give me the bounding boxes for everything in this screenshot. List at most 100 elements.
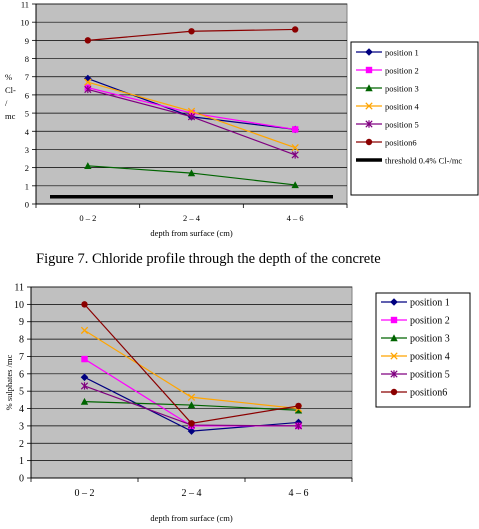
legend-marker xyxy=(365,48,373,56)
x-tick-label: 0 – 2 xyxy=(79,213,96,223)
data-point xyxy=(81,355,88,363)
data-point xyxy=(188,28,195,35)
x-axis-label: depth from surface (cm) xyxy=(150,513,233,523)
legend-label: position6 xyxy=(385,138,417,148)
legend: position 1 position 2 position 3 position 4… xyxy=(350,41,479,196)
legend-marker xyxy=(365,102,373,110)
y-tick-label: 1 xyxy=(25,181,29,191)
data-point xyxy=(84,85,92,94)
y-tick-label: 9 xyxy=(25,36,29,46)
legend-label: position 5 xyxy=(410,370,450,381)
y-tick-label: 5 xyxy=(25,109,29,119)
data-point xyxy=(187,401,196,409)
sulphate-chart: 0 1 2 3 4 5 6 7 8 9 10 11 0 – 2 2 – 4 4 – 6 depth from … xyxy=(4,283,471,523)
legend-item: position 5 xyxy=(356,120,419,130)
data-point xyxy=(187,169,196,177)
data-point xyxy=(80,382,89,390)
legend-marker xyxy=(390,370,398,378)
figure-caption: Figure 7. Chloride profile through the d… xyxy=(36,251,381,267)
legend-marker xyxy=(365,120,373,128)
y-tick-label: 8 xyxy=(19,335,24,346)
y-axis-label: Cl- xyxy=(5,85,16,95)
data-point xyxy=(80,397,89,405)
series xyxy=(84,78,299,152)
x-tick-label: 4 – 6 xyxy=(289,488,309,499)
data-point xyxy=(294,406,303,414)
data-point xyxy=(187,427,196,435)
legend-label: position 3 xyxy=(410,334,450,345)
data-point xyxy=(291,151,299,159)
legend-marker xyxy=(390,388,398,396)
y-tick-label: 10 xyxy=(21,18,30,28)
legend-item: position 4 xyxy=(356,102,420,112)
legend-marker xyxy=(390,316,398,324)
data-point xyxy=(295,402,302,410)
y-tick-label: 2 xyxy=(25,163,29,173)
legend-label: position 5 xyxy=(385,120,419,130)
y-tick-label: 11 xyxy=(21,0,29,10)
y-tick-label: 1 xyxy=(19,456,24,467)
y-tick-label: 9 xyxy=(19,317,24,328)
legend-marker xyxy=(365,138,373,146)
x-tick-label: 0 – 2 xyxy=(75,488,95,499)
series xyxy=(81,301,302,427)
y-tick-label: 6 xyxy=(19,369,24,380)
y-tick-label: 6 xyxy=(25,90,29,100)
data-point xyxy=(80,326,89,335)
data-point xyxy=(187,393,196,401)
data-point xyxy=(294,422,303,430)
chloride-chart: 0 1 2 3 4 5 6 7 8 9 10 11 0 – 2 2 – 4 4 – 6 depth from … xyxy=(5,0,479,238)
legend-label: threshold 0.4% Cl-/mc xyxy=(385,156,462,166)
x-tick-label: 4 – 6 xyxy=(287,213,304,223)
y-tick-label: 3 xyxy=(25,145,29,155)
legend-item: position 1 xyxy=(381,298,450,309)
y-tick-label: 3 xyxy=(19,421,24,432)
legend-item: position 3 xyxy=(356,84,419,94)
y-tick-label: 4 xyxy=(19,404,24,415)
y-tick-label: 10 xyxy=(14,300,24,311)
legend-label: position 2 xyxy=(385,66,419,76)
y-tick-label: 4 xyxy=(25,127,30,137)
data-point xyxy=(187,113,196,121)
y-tick-label: 5 xyxy=(19,387,24,398)
data-point xyxy=(84,162,92,170)
legend-label: position 4 xyxy=(385,102,420,112)
series xyxy=(84,85,299,159)
legend-marker xyxy=(390,334,398,342)
legend-item: position6 xyxy=(381,388,447,399)
y-tick-label: 2 xyxy=(19,439,24,450)
data-point xyxy=(291,126,299,133)
data-point xyxy=(188,420,195,427)
legend-item: position 2 xyxy=(356,66,419,76)
legend-marker xyxy=(365,84,373,92)
plot-area xyxy=(30,286,353,479)
legend-item: position6 xyxy=(356,138,417,148)
legend-label: position 1 xyxy=(385,48,419,58)
series xyxy=(80,397,303,414)
y-tick-label: 0 xyxy=(19,474,24,485)
legend-label: position 1 xyxy=(410,298,450,309)
x-tick-label: 2 – 4 xyxy=(182,488,202,499)
y-tick-label: 8 xyxy=(25,54,29,64)
legend-marker xyxy=(390,298,398,306)
legend: position 1 position 2 position 3 position 4… xyxy=(375,292,471,408)
series xyxy=(84,26,299,44)
legend-label: position 4 xyxy=(410,352,450,363)
x-axis-label: depth from surface (cm) xyxy=(150,228,233,238)
y-axis-label: % sulphates /mc xyxy=(4,354,14,410)
data-point xyxy=(81,301,88,308)
data-point xyxy=(291,26,299,33)
legend-item: threshold 0.4% Cl-/mc xyxy=(356,156,462,166)
legend-item: position 1 xyxy=(356,48,419,58)
legend-marker xyxy=(390,352,398,360)
y-axis-label: mc xyxy=(5,111,16,121)
y-tick-label: 7 xyxy=(25,72,29,82)
y-tick-label: 11 xyxy=(14,283,24,294)
y-tick-label: 7 xyxy=(19,352,24,363)
series xyxy=(84,162,299,189)
legend-item: position 5 xyxy=(381,370,450,381)
legend-box xyxy=(375,292,471,408)
x-tick-label: 2 – 4 xyxy=(183,213,201,223)
y-axis-label: / xyxy=(5,98,8,108)
legend-label: position6 xyxy=(410,388,447,399)
